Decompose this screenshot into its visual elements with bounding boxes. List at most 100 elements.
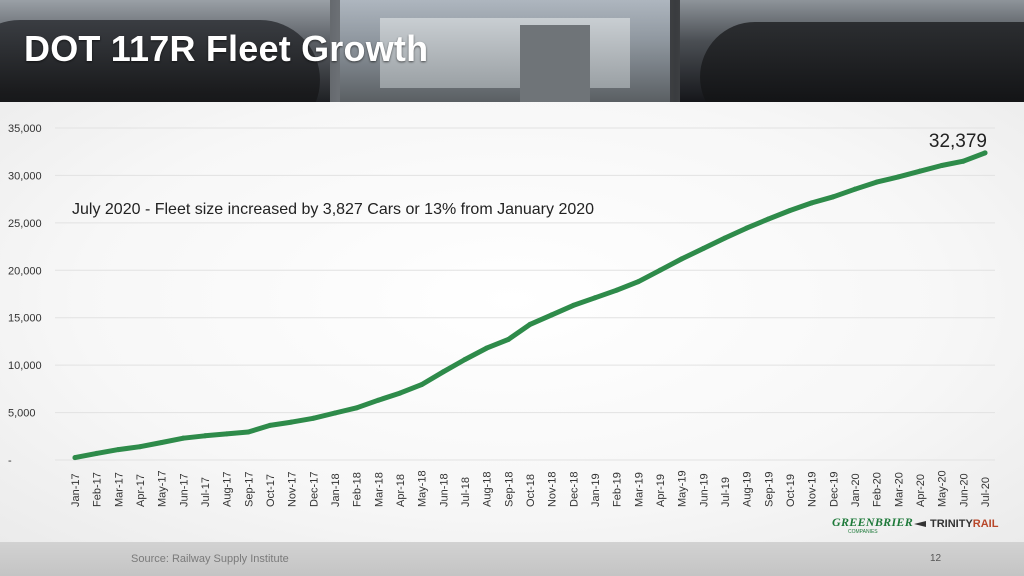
y-tick-label: 30,000 [8,170,42,182]
trinity-logo-text: TRINITY [930,518,973,530]
x-tick-label: Jun-19 [698,473,710,507]
data-point [592,295,598,301]
data-point [917,168,923,174]
greenbrier-logo: GREENBRIER [832,515,914,529]
x-tick-label: Apr-17 [135,474,147,507]
x-tick-label: Aug-18 [482,472,494,507]
x-tick-label: Nov-19 [807,472,819,507]
x-tick-label: May-20 [937,470,949,507]
data-point [657,267,663,273]
x-tick-label: Feb-20 [872,472,884,507]
x-tick-label: Jan-19 [590,473,602,507]
y-tick-label: 10,000 [8,360,42,372]
x-tick-label: May-19 [677,470,689,507]
x-tick-label: Oct-18 [525,474,537,507]
data-point [679,256,685,262]
data-point [939,162,945,168]
data-point [830,194,836,200]
x-tick-label: Jul-18 [460,477,472,507]
hopper-car-photo [340,0,670,102]
data-point [245,429,251,435]
x-tick-label: May-18 [417,470,429,507]
trinity-rail-logo: TRINITYRAIL [930,518,998,530]
chart-annotation: July 2020 - Fleet size increased by 3,82… [72,201,594,218]
data-point [115,447,121,453]
data-point [180,435,186,441]
tank-car-photo-left [0,0,330,102]
greenbrier-logo-sub: COMPANIES [848,529,878,535]
x-tick-label: Jul-17 [200,477,212,507]
x-tick-label: Sep-18 [503,472,515,507]
x-tick-label: Jul-20 [980,477,992,507]
y-tick-label: 20,000 [8,265,42,277]
x-tick-label: May-17 [157,470,169,507]
x-tick-label: Jun-18 [438,473,450,507]
x-tick-label: Dec-19 [828,472,840,507]
data-point [310,415,316,421]
data-point [570,302,576,308]
x-tick-label: Feb-17 [92,472,104,507]
fleet-growth-line-chart: - 5,000 10,000 15,000 20,000 25,000 30,000 35,0… [8,123,995,507]
data-point [332,410,338,416]
x-tick-label: Dec-18 [568,472,580,507]
y-tick-label: 5,000 [8,408,36,420]
data-point [722,235,728,241]
fleet-size-series-line [72,150,988,461]
data-point [787,208,793,214]
data-point [224,431,230,437]
x-tick-label: Jun-20 [958,473,970,507]
data-point [809,200,815,206]
x-tick-label: Apr-18 [395,474,407,507]
footer-bar: Source: Railway Supply Institute 12 [0,542,1024,576]
x-tick-label: Jun-17 [178,473,190,507]
data-point [700,245,706,251]
x-tick-label: Jan-17 [70,473,82,507]
x-tick-label: Mar-17 [113,472,125,507]
data-point [895,174,901,180]
trinity-logo-mark-icon [914,521,926,527]
x-tick-label: Aug-19 [742,472,754,507]
y-tick-label: 15,000 [8,313,42,325]
x-tick-label: Mar-20 [893,472,905,507]
data-point [960,158,966,164]
x-tick-label: Apr-20 [915,474,927,507]
x-tick-label: Sep-19 [763,472,775,507]
data-point [419,382,425,388]
data-point [505,337,511,343]
tank-car-photo-right [680,0,1024,102]
data-point [375,397,381,403]
x-tick-label: Oct-17 [265,474,277,507]
data-point [267,422,273,428]
data-point [874,179,880,185]
rail-logo-text: RAIL [972,518,999,530]
data-point [137,444,143,450]
chart-area: - 5,000 10,000 15,000 20,000 25,000 30,000 35,0… [0,102,1024,542]
data-point [462,356,468,362]
y-tick-label: - [8,455,12,467]
data-point [440,369,446,375]
data-point [159,439,165,445]
data-point [94,450,100,456]
data-point [527,321,533,327]
data-point [982,150,988,156]
x-tick-label: Aug-17 [222,472,234,507]
source-note: Source: Railway Supply Institute [131,553,289,565]
x-tick-label: Sep-17 [243,472,255,507]
y-tick-label: 35,000 [8,123,42,135]
header-banner: DOT 117R Fleet Growth [0,0,1024,102]
data-point [289,419,295,425]
x-tick-label: Mar-18 [373,472,385,507]
data-point [202,433,208,439]
x-tick-label: Dec-17 [308,472,320,507]
x-tick-label: Apr-19 [655,474,667,507]
x-tick-label: Nov-17 [287,472,299,507]
company-logos: GREENBRIER COMPANIES TRINITYRAIL [832,513,998,537]
data-point [852,186,858,192]
data-point [72,455,78,461]
x-tick-label: Feb-18 [352,472,364,507]
slide-title: DOT 117R Fleet Growth [24,28,429,69]
data-point [765,216,771,222]
end-value-label: 32,379 [929,131,987,152]
x-tick-label: Jan-18 [330,473,342,507]
y-tick-label: 25,000 [8,218,42,230]
